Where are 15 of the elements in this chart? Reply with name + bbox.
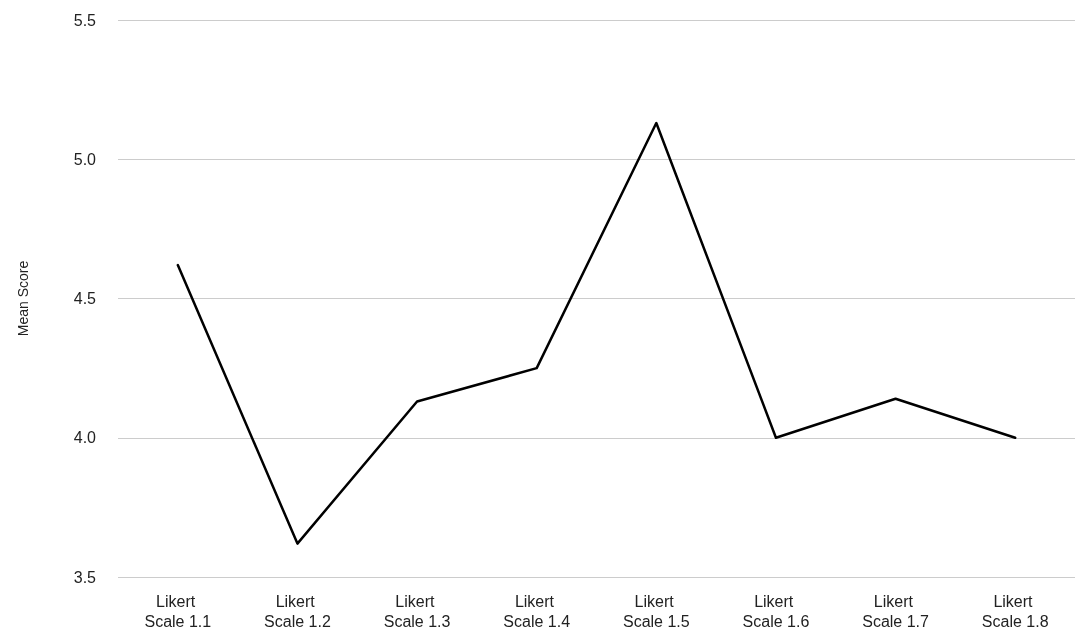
y-tick-label: 5.0	[73, 150, 97, 168]
y-tick-label: 5.5	[73, 11, 97, 29]
y-axis-title: Mean Score	[15, 260, 31, 337]
line-series	[176, 121, 1017, 545]
x-tick-label: Likert Scale 1.5	[622, 592, 690, 630]
y-tick-label: 4.0	[73, 429, 97, 447]
x-tick-label: Likert Scale 1.7	[862, 592, 930, 630]
x-tick-label: Likert Scale 1.8	[981, 592, 1049, 630]
y-tick-label: 4.5	[73, 290, 97, 307]
x-tick-label: Likert Scale 1.3	[383, 592, 451, 630]
y-tick-label: 3.5	[73, 568, 97, 586]
x-tick-label: Likert Scale 1.2	[264, 592, 331, 630]
x-tick-label: Likert Scale 1.6	[742, 592, 810, 630]
x-tick-label: Likert Scale 1.4	[503, 592, 571, 630]
x-tick-label: Likert Scale 1.1	[144, 592, 212, 630]
